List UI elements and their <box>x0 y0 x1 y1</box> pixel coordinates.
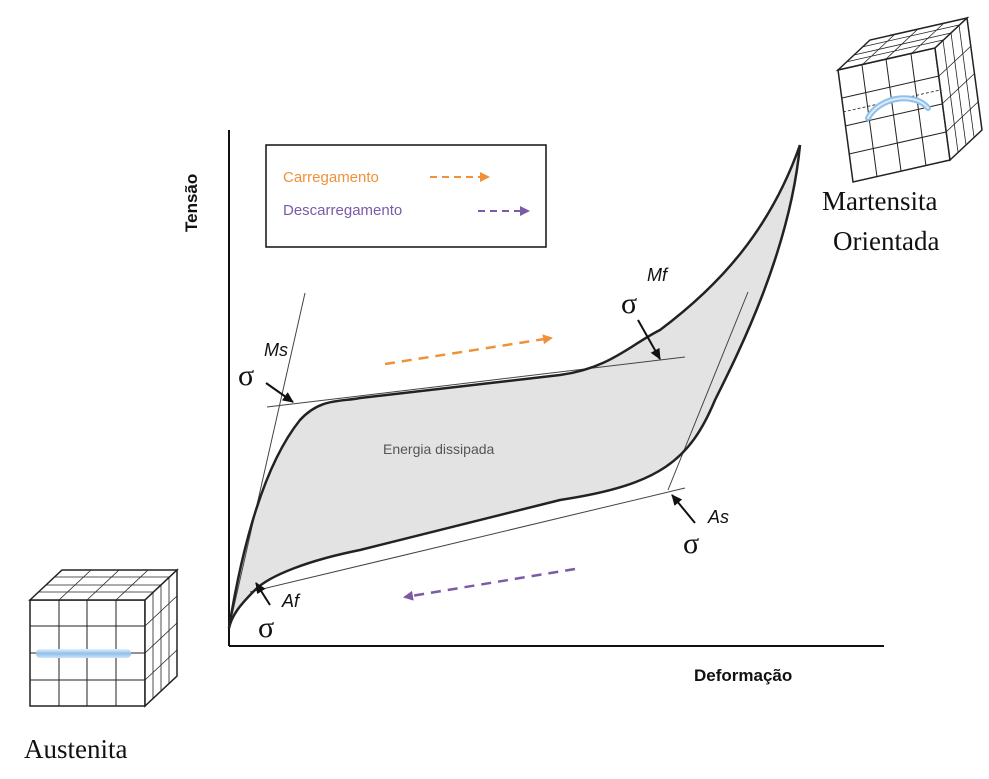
sigma-mf-superscript: Mf <box>647 265 669 285</box>
sigma-symbol: σ <box>621 287 637 320</box>
sigma-af-superscript: Af <box>281 591 301 611</box>
sigma-ms-superscript: Ms <box>264 340 288 360</box>
arrow-icon <box>265 382 294 403</box>
sigma-ms-marker: σ Ms <box>238 340 294 403</box>
sigma-symbol: σ <box>258 611 274 644</box>
sigma-af-marker: σ Af <box>255 582 301 644</box>
arrow-icon <box>671 494 696 524</box>
sigma-symbol: σ <box>238 359 254 392</box>
austenite-label: Austenita <box>24 734 127 764</box>
sigma-symbol: σ <box>683 527 699 560</box>
loading-direction-arrow <box>384 334 553 366</box>
sigma-as-superscript: As <box>707 507 729 527</box>
region-label: Energia dissipada <box>383 441 495 457</box>
unloading-direction-arrow <box>403 567 576 601</box>
dissipated-energy-region <box>229 145 800 628</box>
legend-unloading-label: Descarregamento <box>283 202 402 219</box>
loading-curve <box>227 144 802 629</box>
martensite-cube-icon <box>835 16 983 183</box>
unloading-curve <box>227 144 802 629</box>
arrow-icon <box>637 319 661 360</box>
legend-loading-label: Carregamento <box>283 169 379 186</box>
martensite-label-line2: Orientada <box>833 226 939 256</box>
arrow-icon <box>255 582 271 606</box>
martensite-label-line1: Martensita <box>822 186 937 216</box>
tangent-lines <box>231 291 749 616</box>
sigma-as-marker: σ As <box>671 494 729 560</box>
austenite-cube-icon <box>28 568 179 708</box>
legend-box <box>265 144 547 248</box>
sigma-mf-marker: σ Mf <box>621 265 669 360</box>
x-axis-label: Deformação <box>694 666 792 685</box>
y-axis-label: Tensão <box>182 174 201 232</box>
legend: Carregamento Descarregamento <box>265 144 547 248</box>
